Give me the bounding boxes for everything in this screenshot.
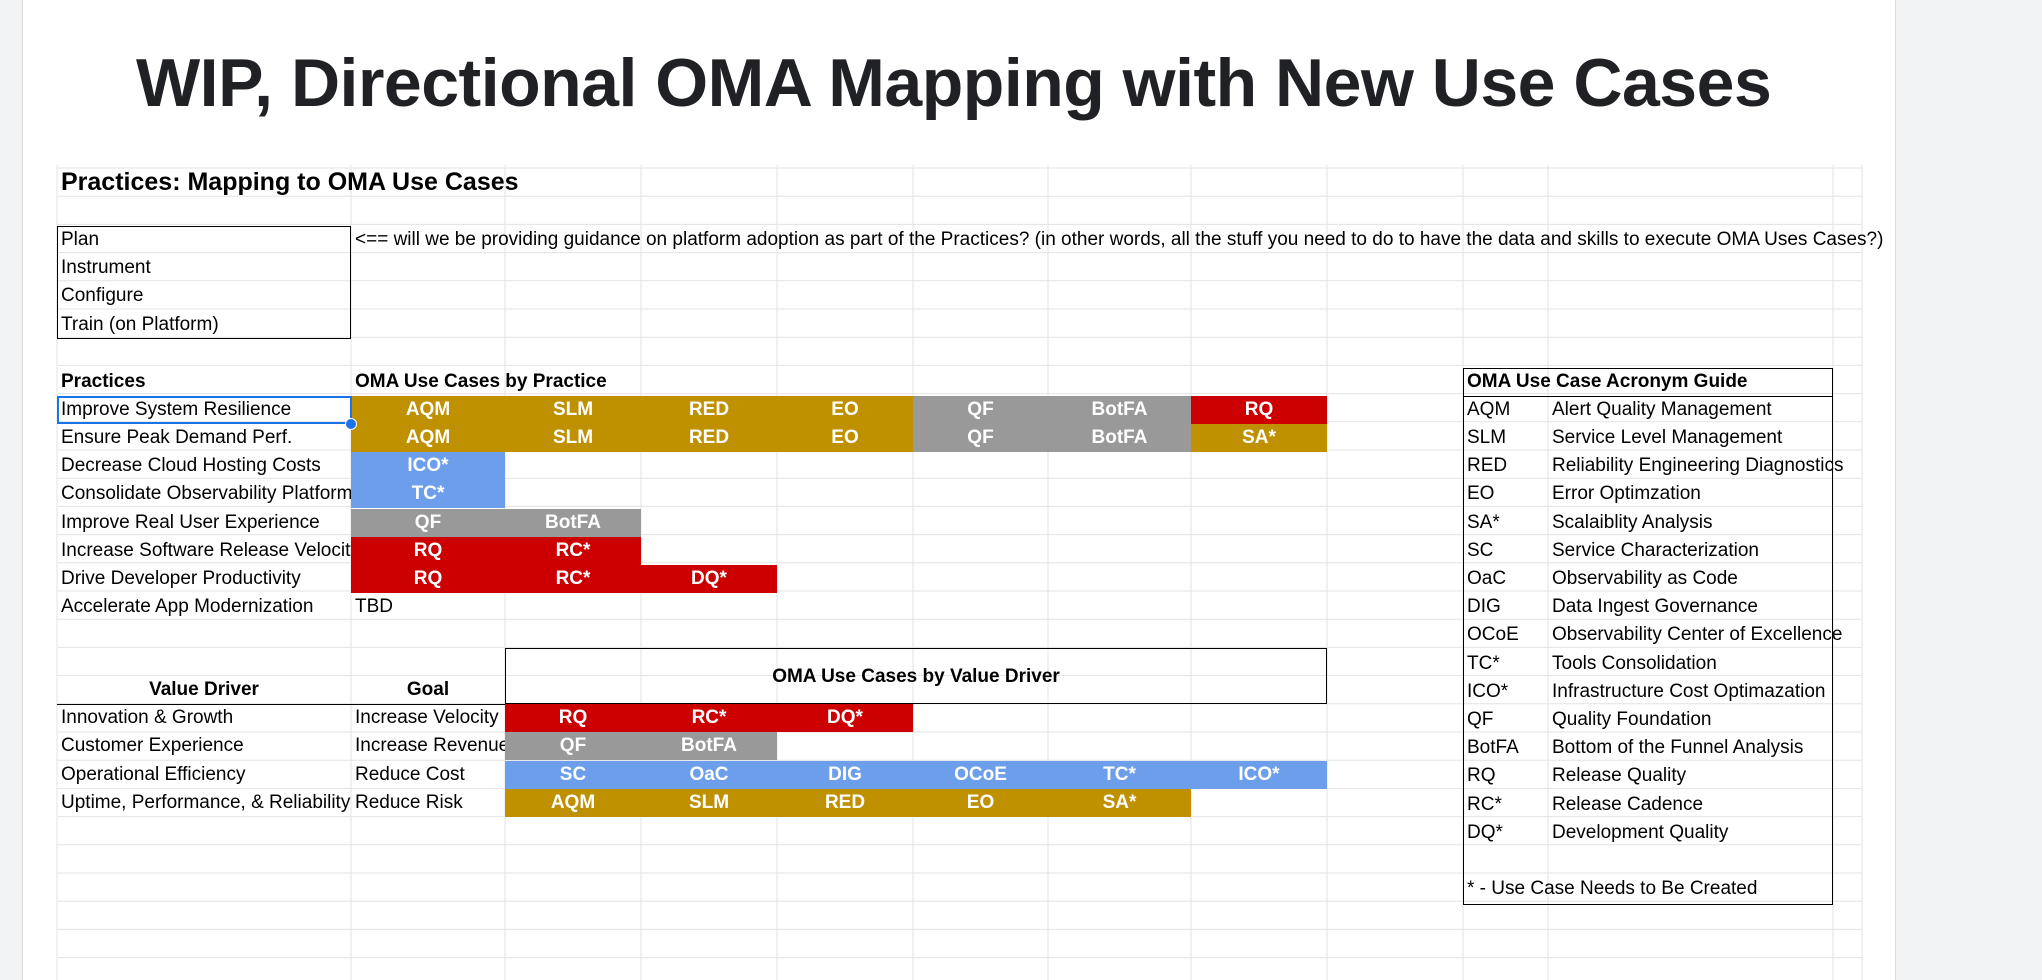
slide-title: WIP, Directional OMA Mapping with New Us… [136,45,1772,121]
slide-canvas [22,0,1896,980]
